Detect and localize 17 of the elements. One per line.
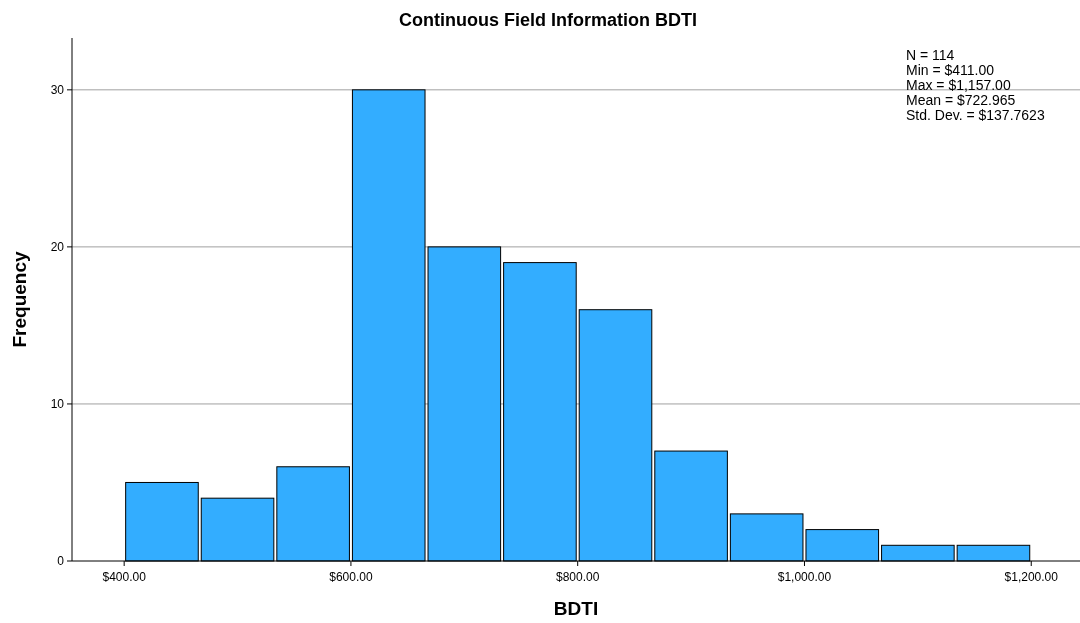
y-tick-label: 0 (57, 554, 65, 569)
annotation: Std. Dev. = $137.7623 (906, 107, 1045, 123)
x-tick-label: $1,200.00 (1004, 570, 1059, 584)
y-tick-label: 30 (50, 83, 65, 98)
x-axis-title: BDTI (553, 598, 599, 619)
annotation: Max = $1,157.00 (906, 77, 1011, 93)
annotation: Mean = $722.965 (906, 92, 1016, 108)
x-tick-label: $800.00 (556, 570, 600, 584)
y-tick-label: 10 (50, 397, 65, 412)
x-tick-label: $600.00 (329, 570, 373, 584)
annotation: Min = $411.00 (906, 62, 995, 78)
y-axis-title: Frequency (9, 251, 30, 348)
y-tick-label: 20 (50, 240, 65, 255)
chart-title: Continuous Field Information BDTI (399, 10, 697, 30)
annotation: N = 114 (906, 47, 955, 63)
x-tick-label: $1,000.00 (777, 570, 832, 584)
x-tick-label: $400.00 (102, 570, 147, 584)
